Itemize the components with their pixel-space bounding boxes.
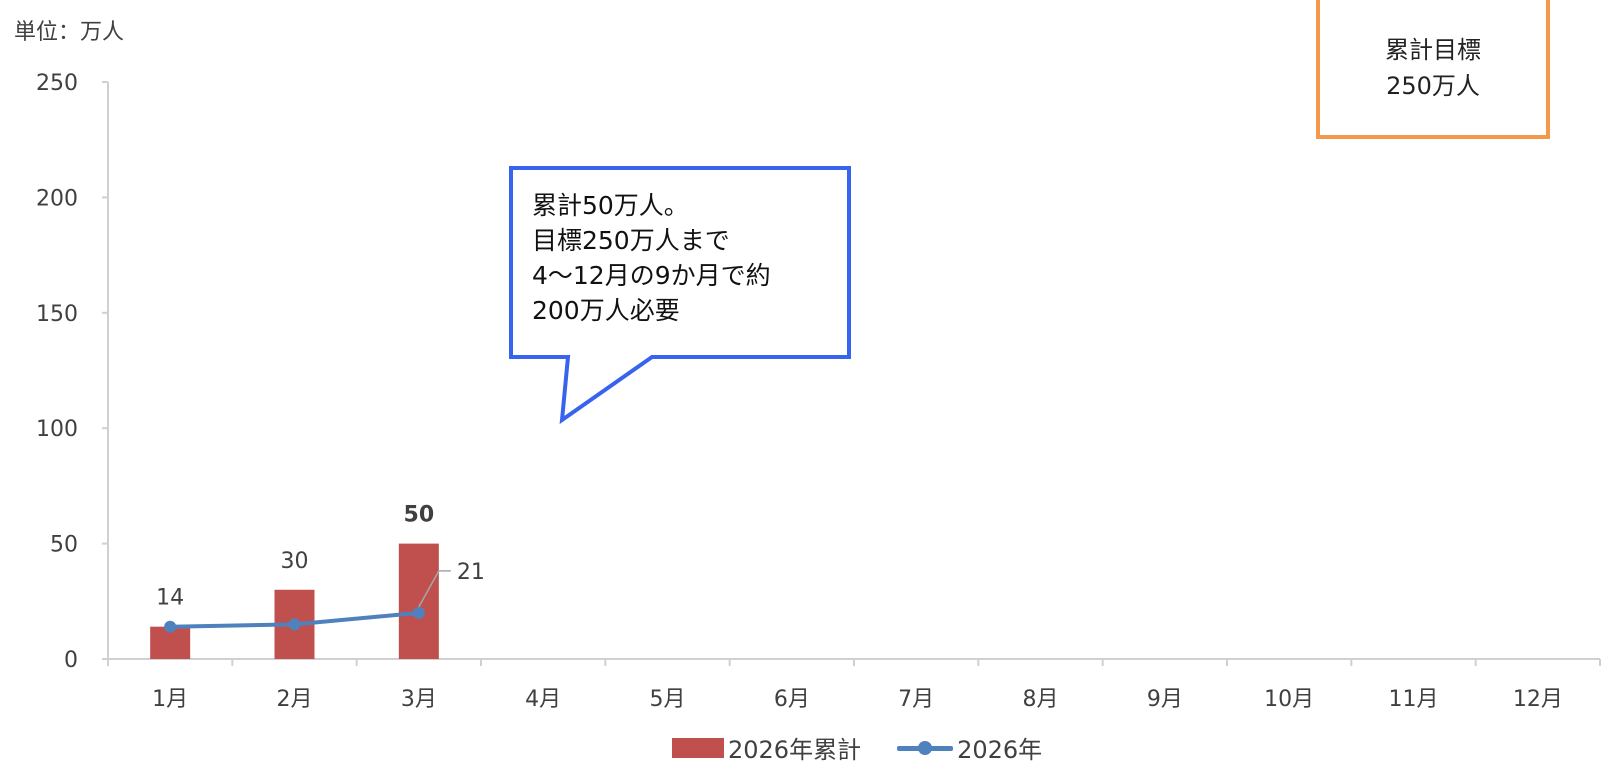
y-tick-label: 200 (36, 186, 78, 211)
x-tick-label: 7月 (898, 687, 934, 712)
x-tick-label: 3月 (401, 687, 437, 712)
callout-line-3: 4～12月の9か月で約 (532, 261, 771, 290)
leader-line (418, 570, 451, 608)
x-tick-label: 8月 (1023, 687, 1059, 712)
y-tick-label: 100 (36, 417, 78, 442)
legend-item-cumulative: 2026年累計 (672, 730, 861, 765)
y-tick-label: 150 (36, 302, 78, 327)
line-point (412, 606, 425, 619)
callout-line-2: 目標250万人まで (532, 226, 730, 255)
y-tick-label: 50 (50, 533, 78, 558)
legend: 2026年累計 2026年 (672, 730, 1078, 765)
x-tick-label: 10月 (1264, 687, 1314, 712)
x-tick-label: 9月 (1147, 687, 1183, 712)
x-tick-label: 11月 (1389, 687, 1439, 712)
x-tick-label: 5月 (650, 687, 686, 712)
target-line-1: 累計目標 (1385, 35, 1481, 64)
x-tick-label: 6月 (774, 687, 810, 712)
y-tick-label: 0 (64, 648, 78, 673)
callout-line-4: 200万人必要 (532, 296, 680, 325)
legend-label-monthly: 2026年 (957, 736, 1043, 764)
callout-text: 累計50万人。 目標250万人まで 4～12月の9か月で約 200万人必要 (532, 188, 862, 328)
bar-data-label: 50 (404, 503, 435, 528)
y-tick-label: 250 (36, 71, 78, 96)
unit-label: 単位：万人 (14, 20, 125, 45)
bar-data-label: 14 (156, 586, 184, 611)
bar-data-label: 30 (281, 549, 309, 574)
axes-layer: 0 50 100 150 200 250 1月 2月 3月 4月 5月 6月 7月 8月 9月 10月 11月 1… (36, 71, 1601, 712)
x-tick-label: 4月 (525, 687, 561, 712)
x-tick-label: 1月 (152, 687, 188, 712)
legend-swatch-line (897, 738, 954, 758)
x-tick-label: 12月 (1513, 687, 1563, 712)
legend-swatch-bar (672, 737, 724, 758)
line-data-label: 21 (457, 560, 485, 585)
bar (398, 543, 439, 659)
line-point (288, 618, 301, 631)
callout-bubble (509, 166, 851, 425)
line-point (164, 620, 177, 633)
callout-line-1: 累計50万人。 (532, 191, 689, 220)
target-box: 累計目標 250万人 (1316, 0, 1550, 139)
legend-label-cumulative: 2026年累計 (728, 736, 862, 764)
line-series (164, 606, 425, 633)
target-line-2: 250万人 (1386, 71, 1480, 100)
data-labels: 14 30 50 21 (156, 503, 485, 611)
x-tick-label: 2月 (277, 687, 313, 712)
legend-item-monthly: 2026年 (897, 730, 1042, 765)
